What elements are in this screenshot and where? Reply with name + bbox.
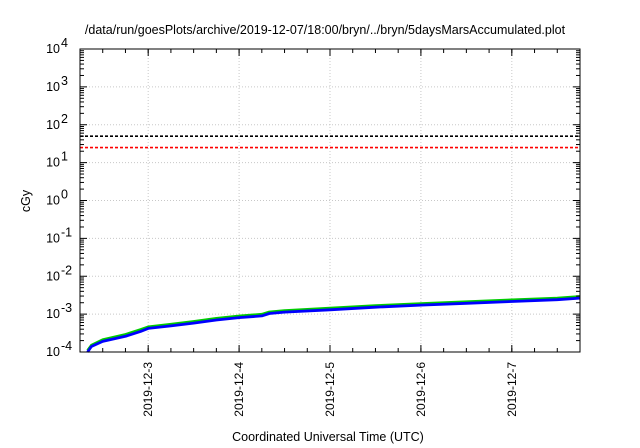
y-axis-label: cGy [19, 189, 33, 212]
x-tick-label: 2019-12-5 [323, 362, 337, 417]
x-axis-label: Coordinated Universal Time (UTC) [232, 430, 424, 444]
y-tick-label: 10 [46, 42, 60, 56]
x-axis-ticks: 2019-12-3 2019-12-4 2019-12-5 2019-12-6 2019… [79, 49, 581, 417]
series-lines [86, 295, 581, 353]
y-tick-exponent: -2 [61, 263, 72, 277]
y-tick-exponent: 1 [61, 150, 68, 164]
x-tick-label: 2019-12-7 [505, 362, 519, 417]
chart-title: /data/run/goesPlots/archive/2019-12-07/1… [85, 23, 566, 37]
y-tick-label: 10 [46, 269, 60, 283]
series-line [86, 295, 581, 352]
y-tick-label: 10 [46, 118, 60, 132]
y-tick-exponent: 0 [61, 188, 68, 202]
reference-lines [80, 135, 580, 149]
y-tick-exponent: -1 [61, 225, 72, 239]
y-tick-exponent: 4 [61, 36, 68, 50]
y-tick-label: 10 [46, 345, 60, 359]
y-tick-exponent: -3 [61, 301, 72, 315]
y-tick-exponent: -4 [61, 339, 72, 353]
y-tick-label: 10 [46, 194, 60, 208]
y-tick-label: 10 [46, 80, 60, 94]
y-tick-exponent: 2 [61, 112, 68, 126]
x-tick-label: 2019-12-6 [414, 362, 428, 417]
y-tick-label: 10 [46, 156, 60, 170]
y-tick-exponent: 3 [61, 74, 68, 88]
y-tick-label: 10 [46, 307, 60, 321]
y-tick-label: 10 [46, 231, 60, 245]
series-line [86, 296, 581, 353]
x-tick-label: 2019-12-4 [232, 362, 246, 417]
grid-lines [80, 49, 580, 352]
x-tick-label: 2019-12-3 [141, 362, 155, 417]
